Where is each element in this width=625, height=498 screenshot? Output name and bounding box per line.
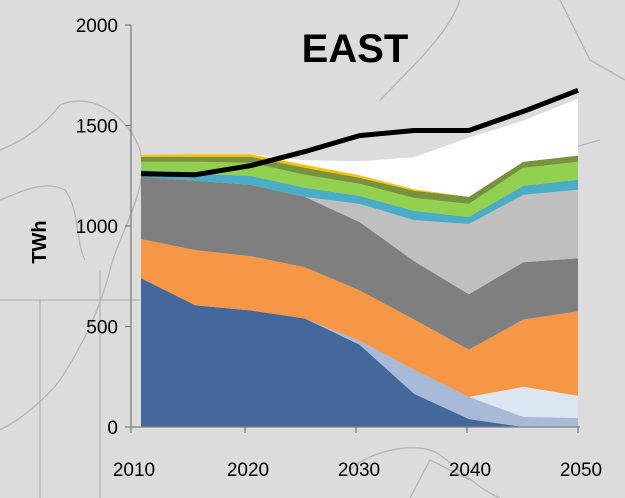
area-series-4 [141, 239, 578, 397]
area-series-11 [141, 98, 578, 197]
area-series-10 [141, 154, 578, 197]
x-tick-label: 2040 [449, 460, 491, 481]
area-series-6 [141, 176, 578, 295]
area-series-7 [141, 169, 578, 224]
y-tick-label: 1500 [76, 117, 118, 138]
x-tick-label: 2050 [560, 460, 602, 481]
area-series-1 [141, 278, 578, 427]
area-series-9 [141, 155, 578, 204]
x-ticks: 2010 2020 2030 2040 2050 [113, 427, 602, 481]
y-ticks: 0 500 1000 1500 2000 [76, 16, 131, 439]
y-tick-label: 1000 [76, 217, 118, 238]
chart-title: EAST [302, 27, 409, 71]
x-tick-label: 2010 [113, 460, 155, 481]
y-tick-label: 2000 [76, 16, 118, 37]
demand-line-layer [140, 87, 579, 178]
area-series-3 [141, 278, 578, 418]
y-tick-label: 500 [86, 318, 118, 339]
y-tick-label: 0 [107, 418, 118, 439]
x-tick-label: 2030 [338, 460, 380, 481]
y-axis-title: TWh [29, 220, 51, 263]
demand-line [140, 87, 579, 178]
stacked-areas [141, 98, 578, 427]
x-tick-label: 2020 [227, 460, 269, 481]
area-series-5 [141, 176, 578, 350]
area-series-8 [141, 161, 578, 217]
